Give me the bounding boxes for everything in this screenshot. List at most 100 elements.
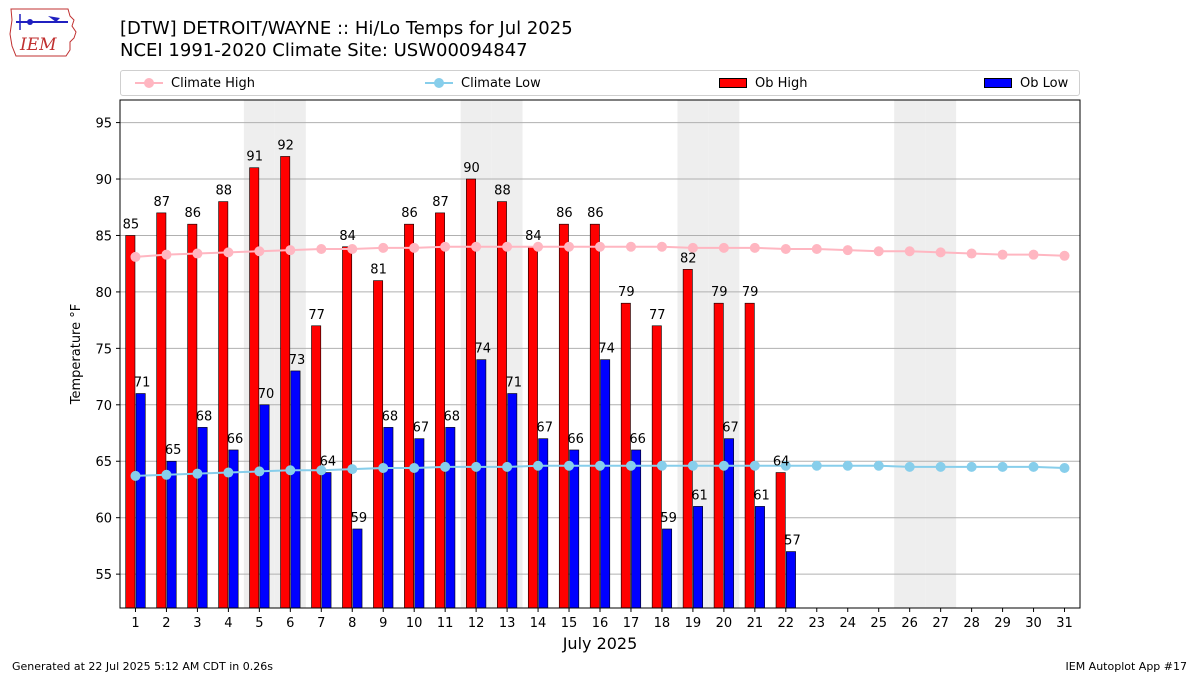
climate-low-point <box>564 460 575 471</box>
climate-high-point <box>533 241 544 252</box>
x-tick-label: 9 <box>379 616 387 631</box>
climate-low-point <box>316 465 327 476</box>
weekend-shade <box>894 100 926 608</box>
ob-high-label: 84 <box>339 229 356 244</box>
legend-label: Ob Low <box>1020 75 1069 91</box>
ob-high-label: 86 <box>556 206 573 221</box>
ob-low-label: 70 <box>258 387 275 402</box>
ob-low-label: 59 <box>660 511 677 526</box>
app-credit: IEM Autoplot App #17 <box>1065 660 1188 673</box>
ob-high-label: 82 <box>680 251 697 266</box>
climate-high-point <box>842 245 853 256</box>
ob-high-label: 81 <box>370 263 387 278</box>
legend-item-ob-low: Ob Low <box>984 74 1068 92</box>
x-tick-label: 29 <box>994 616 1011 631</box>
ob-low-label: 65 <box>165 443 182 458</box>
ob-low-label: 74 <box>598 342 615 357</box>
climate-high-point <box>966 248 977 259</box>
climate-high-point <box>1059 250 1070 261</box>
ob-low-label: 68 <box>382 409 399 424</box>
climate-high-point <box>811 244 822 255</box>
legend-item-climate-high: Climate High <box>135 74 255 92</box>
x-tick-label: 21 <box>747 616 764 631</box>
ob-low-bar <box>166 460 177 609</box>
climate-high-point <box>780 244 791 255</box>
ob-high-bar <box>280 156 291 609</box>
climate-high-point <box>1028 249 1039 260</box>
x-axis-label: July 2025 <box>562 634 638 653</box>
legend-label: Climate High <box>171 75 256 91</box>
ob-low-label: 68 <box>196 409 213 424</box>
ob-high-bar <box>125 235 136 609</box>
climate-high-point <box>409 242 420 253</box>
ob-low-label: 61 <box>691 488 708 503</box>
climate-high-point <box>378 242 389 253</box>
ob-high-label: 91 <box>246 150 263 165</box>
ob-low-label: 67 <box>722 421 739 436</box>
climate-low-point <box>687 460 698 471</box>
ob-high-label: 87 <box>154 195 171 210</box>
ob-low-bar <box>600 359 611 609</box>
x-tick-label: 19 <box>685 616 702 631</box>
y-tick-label: 80 <box>95 286 112 301</box>
climate-high-point <box>718 242 729 253</box>
climate-low-point <box>502 461 513 472</box>
climate-high-point <box>749 242 760 253</box>
climate-low-point <box>625 460 636 471</box>
ob-low-bar <box>290 370 301 609</box>
climate-low-point <box>656 460 667 471</box>
climate-high-point <box>254 246 265 257</box>
weekend-shade <box>274 100 306 608</box>
climate-high-point <box>687 242 698 253</box>
climate-low-point <box>718 460 729 471</box>
ob-low-label: 67 <box>536 421 553 436</box>
ob-low-label: 74 <box>475 342 492 357</box>
x-tick-label: 23 <box>809 616 826 631</box>
climate-low-point <box>1059 463 1070 474</box>
ob-high-bar <box>620 302 631 609</box>
x-tick-label: 22 <box>778 616 795 631</box>
ob-high-label: 79 <box>742 285 759 300</box>
climate-high-swatch <box>135 76 163 90</box>
ob-high-bar <box>342 246 353 609</box>
legend-item-climate-low: Climate Low <box>425 74 541 92</box>
ob-high-label: 88 <box>215 184 232 199</box>
climate-high-point <box>192 248 203 259</box>
y-tick-label: 60 <box>95 512 112 527</box>
climate-high-point <box>316 244 327 255</box>
climate-low-point <box>378 463 389 474</box>
climate-low-point <box>873 460 884 471</box>
x-tick-label: 1 <box>131 616 139 631</box>
climate-high-point <box>502 241 513 252</box>
climate-low-point <box>997 461 1008 472</box>
climate-high-point <box>997 249 1008 260</box>
generated-timestamp: Generated at 22 Jul 2025 5:12 AM CDT in … <box>12 660 273 673</box>
climate-low-point <box>935 461 946 472</box>
weekend-shade <box>243 100 275 608</box>
x-tick-label: 2 <box>162 616 170 631</box>
ob-low-bar <box>507 393 518 609</box>
climate-high-point <box>595 241 605 252</box>
x-tick-label: 26 <box>901 616 918 631</box>
ob-high-label: 88 <box>494 184 511 199</box>
legend-label: Ob High <box>755 75 808 91</box>
y-axis-label: Temperature °F <box>69 304 84 405</box>
x-tick-label: 17 <box>623 616 640 631</box>
climate-low-point <box>966 461 977 472</box>
ob-high-label: 92 <box>277 138 294 153</box>
ob-low-label: 66 <box>227 432 244 447</box>
ob-low-label: 73 <box>289 353 306 368</box>
weekend-shade <box>708 100 740 608</box>
climate-low-point <box>254 466 265 477</box>
x-tick-label: 10 <box>406 616 423 631</box>
climate-low-point <box>285 465 296 476</box>
climate-high-point <box>656 241 667 252</box>
ob-high-bar <box>558 223 569 609</box>
ob-low-bar <box>569 449 580 609</box>
climate-low-point <box>842 460 853 471</box>
ob-low-bar <box>476 359 487 609</box>
climate-high-point <box>285 245 296 256</box>
chart-title: [DTW] DETROIT/WAYNE :: Hi/Lo Temps for J… <box>120 18 573 39</box>
ob-low-label: 71 <box>134 376 151 391</box>
